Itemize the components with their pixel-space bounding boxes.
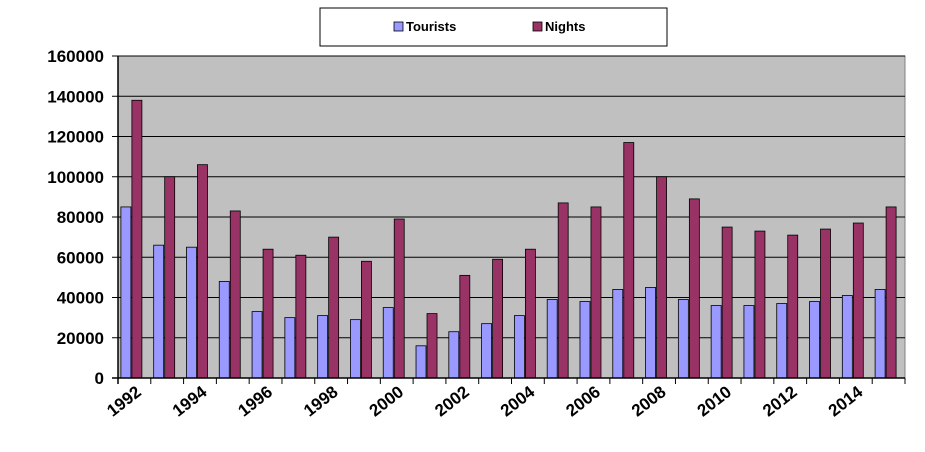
bar-tourists-2013: [809, 301, 820, 379]
bar-tourists-1995: [218, 280, 230, 379]
bar-tourists-2014: [841, 295, 853, 379]
bar-nights-1998: [328, 236, 340, 379]
bar-tourists-2011: [743, 305, 755, 379]
bars: [120, 99, 897, 379]
bar-tourists-2006: [579, 301, 591, 379]
bar-nights-2005: [557, 202, 569, 379]
bar-tourists-1998: [317, 315, 329, 379]
legend: Tourists Nights: [319, 7, 668, 47]
y-tick-label: 20000: [57, 329, 104, 348]
x-tick-label: 2000: [366, 382, 408, 420]
x-tick-label: 1992: [103, 382, 145, 420]
bar-nights-2015: [885, 206, 897, 379]
legend-swatch-tourists: [393, 21, 404, 32]
y-tick-label: 160000: [47, 47, 104, 66]
x-tick-label: 2012: [759, 382, 801, 420]
bar-nights-2011: [754, 230, 766, 379]
x-tick-label: 1996: [235, 382, 277, 420]
x-tick-label: 2006: [562, 382, 604, 420]
y-tick-label: 40000: [57, 289, 104, 308]
bar-tourists-2010: [710, 305, 722, 379]
bar-tourists-2015: [874, 289, 886, 379]
bar-tourists-2001: [415, 345, 427, 379]
bar-tourists-2007: [612, 289, 624, 379]
bar-tourists-2005: [546, 299, 558, 379]
bar-nights-1996: [262, 248, 274, 379]
bar-tourists-2003: [481, 323, 493, 379]
x-tick-label: 1998: [300, 382, 342, 420]
y-tick-label: 140000: [47, 87, 104, 106]
bar-tourists-2004: [513, 315, 525, 379]
bar-nights-2014: [852, 222, 864, 379]
bar-nights-2012: [787, 234, 799, 379]
y-tick-labels: 0 20000 40000 60000 80000 100000 120000 140000 1…: [47, 47, 104, 388]
legend-label-tourists: Tourists: [406, 19, 456, 34]
axes: [112, 55, 906, 384]
bar-tourists-2009: [677, 299, 689, 379]
bar-tourists-1993: [153, 244, 165, 379]
bar-tourists-2002: [448, 331, 460, 379]
legend-box: [319, 7, 668, 47]
bar-nights-1993: [164, 176, 176, 379]
bar-tourists-1992: [120, 206, 132, 379]
x-tick-label: 2008: [628, 382, 670, 420]
bar-nights-1992: [131, 99, 143, 379]
y-tick-label: 120000: [47, 128, 104, 147]
bar-nights-2000: [393, 218, 405, 379]
bar-nights-2009: [688, 198, 700, 379]
bar-nights-2003: [492, 258, 504, 379]
bar-tourists-2012: [776, 303, 788, 379]
bar-tourists-2008: [645, 287, 656, 379]
bar-tourists-1999: [350, 319, 361, 379]
y-tick-label: 80000: [57, 208, 104, 227]
legend-swatch-nights: [532, 21, 543, 32]
legend-label-nights: Nights: [545, 19, 585, 34]
bar-nights-2008: [656, 176, 667, 379]
x-tick-label: 2002: [431, 382, 473, 420]
bar-nights-2001: [426, 313, 438, 379]
bar-nights-2006: [590, 206, 602, 379]
x-tick-labels: 1992 1994 1996 1998 2000 2002 2004 2006 2008 2010…: [103, 382, 866, 421]
y-tick-label: 0: [95, 369, 104, 388]
bar-nights-2007: [623, 142, 635, 379]
bar-nights-2002: [459, 274, 471, 379]
bar-nights-2004: [524, 248, 536, 379]
bar-nights-1997: [295, 254, 307, 379]
bar-nights-1999: [361, 260, 372, 379]
bar-nights-1995: [229, 210, 241, 379]
bar-tourists-1996: [251, 311, 263, 379]
y-tick-label: 60000: [57, 248, 104, 267]
bar-tourists-2000: [382, 307, 394, 379]
x-tick-label: 2004: [497, 382, 539, 421]
bar-nights-2013: [820, 228, 831, 379]
gridlines: [118, 55, 905, 339]
bar-nights-1994: [197, 164, 208, 379]
y-tick-label: 100000: [47, 168, 104, 187]
x-tick-label: 1994: [169, 382, 211, 421]
x-tick-label: 2014: [825, 382, 867, 421]
bar-tourists-1994: [186, 246, 197, 379]
x-tick-label: 2010: [694, 382, 736, 420]
bar-tourists-1997: [284, 317, 296, 379]
bar-nights-2010: [721, 226, 733, 379]
